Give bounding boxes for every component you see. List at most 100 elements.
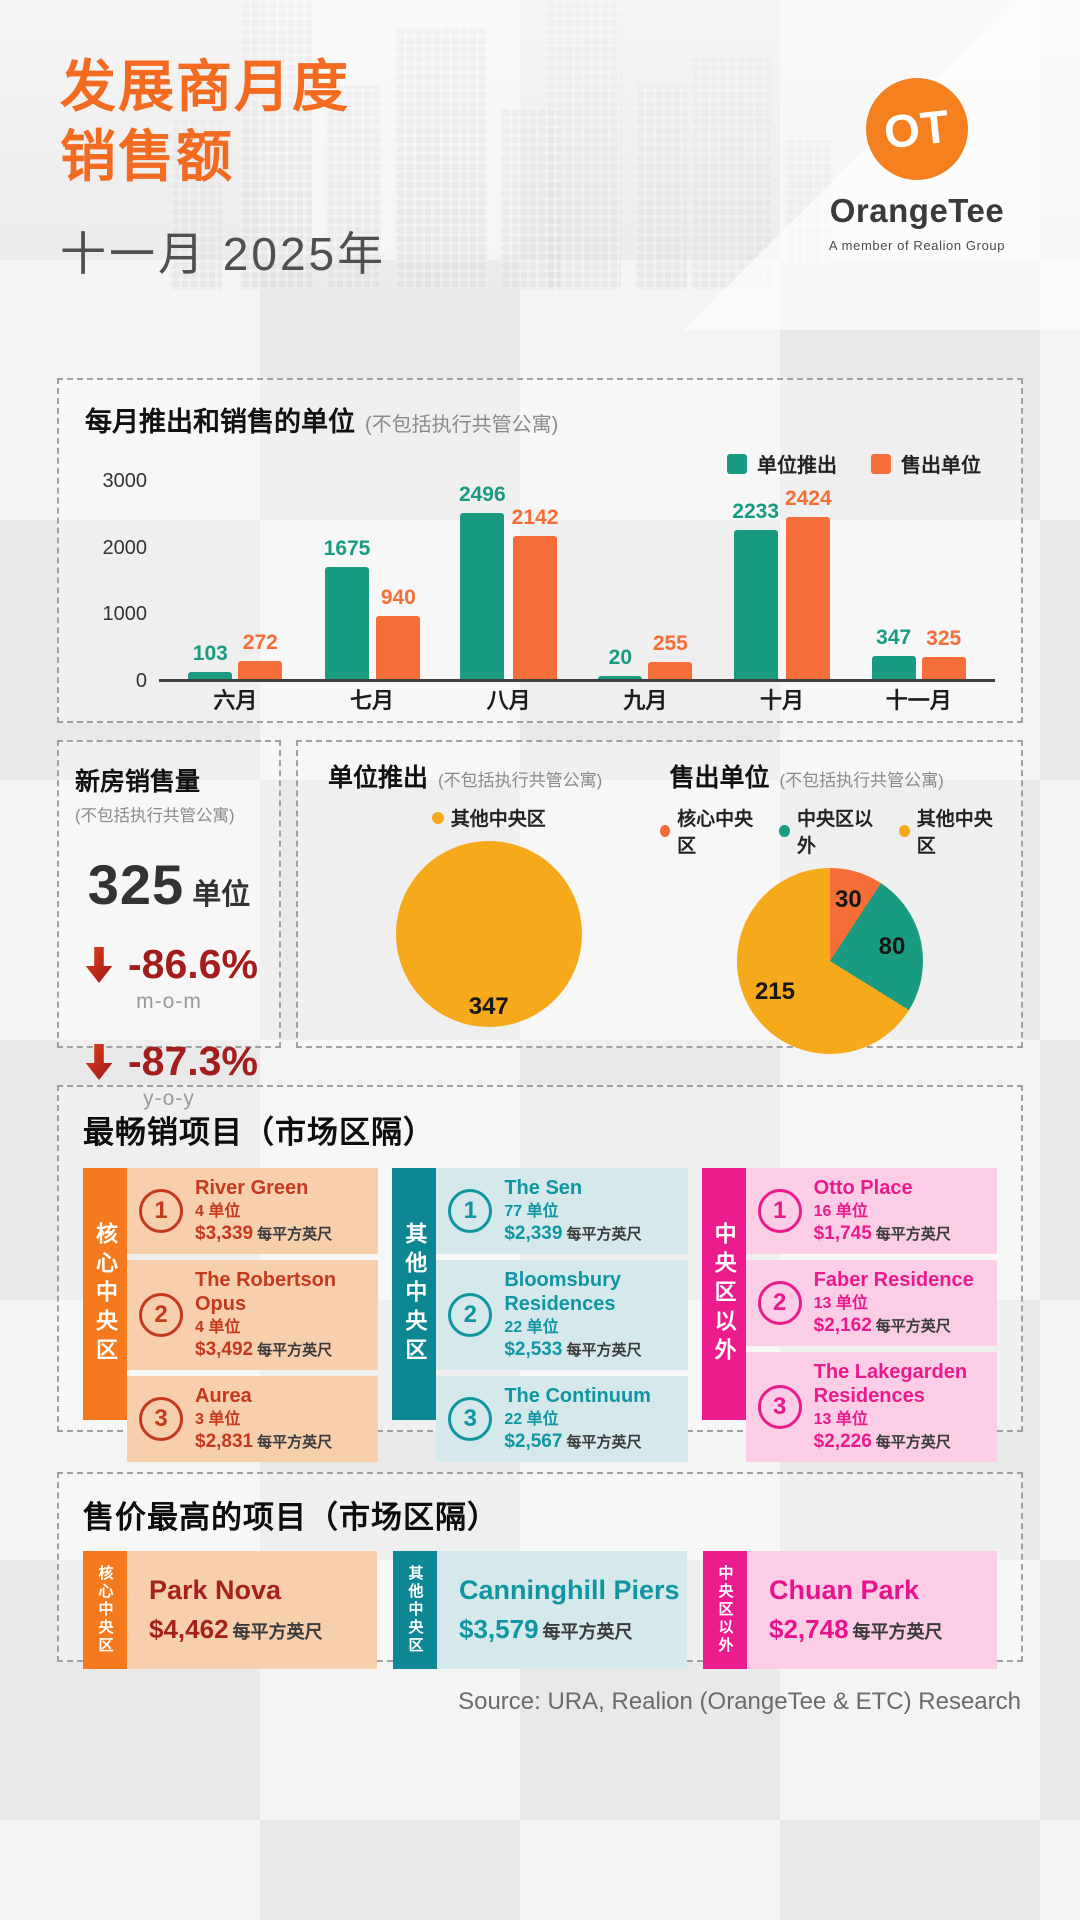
project-units: 22 单位 xyxy=(504,1410,559,1428)
rank-badge: 3 xyxy=(448,1396,493,1441)
top-selling-grid: 核心中央区 1 River Green 4 单位 $3,339 每平方英尺 2 The Rob… xyxy=(83,1168,997,1462)
project-row: 1 The Sen 77 单位 $2,339 每平方英尺 xyxy=(436,1168,688,1254)
logo-monogram: OT xyxy=(881,99,953,159)
segment-column: 其他中央区 1 The Sen 77 单位 $2,339 每平方英尺 2 Bloomsbury… xyxy=(392,1168,688,1462)
segment-label: 中央区以外 xyxy=(703,1551,747,1669)
rank-badge: 2 xyxy=(448,1292,493,1337)
top-selling-projects-section: 最畅销项目（市场区隔） 核心中央区 1 River Green 4 单位 $3,339 每… xyxy=(57,1085,1023,1462)
project-info: The Lakegarden Residences 13 单位 $2,226 每平方英… xyxy=(814,1360,985,1454)
legend-label: 售出单位 xyxy=(901,455,981,477)
project-name: Otto Place xyxy=(813,1177,913,1199)
project-price: $2,567 每平方英尺 xyxy=(504,1431,642,1453)
psf-label: 每平方英尺 xyxy=(257,1434,333,1452)
segment-label: 核心中央区 xyxy=(83,1551,127,1669)
project-price: $3,339 每平方英尺 xyxy=(195,1223,333,1245)
bar xyxy=(648,662,693,679)
bar-group: 103 272 xyxy=(167,631,304,679)
bar xyxy=(325,567,369,679)
bar-group: 1675 940 xyxy=(304,537,441,679)
legend-swatch xyxy=(727,453,747,474)
project-price: $1,745 每平方英尺 xyxy=(813,1223,951,1245)
bar xyxy=(871,655,916,679)
psf-label: 每平方英尺 xyxy=(566,1342,642,1360)
bar-column: 2496 xyxy=(459,483,506,679)
project-info: Bloomsbury Residences 22 单位 $2,533 每平方英尺 xyxy=(504,1268,675,1362)
price-card-body: Park Nova $4,462 每平方英尺 xyxy=(127,1551,377,1669)
price-card-body: Chuan Park $2,748 每平方英尺 xyxy=(747,1551,997,1669)
project-info: The Continuum 22 单位 $2,567 每平方英尺 xyxy=(504,1384,651,1454)
stats-title: 新房销售量 xyxy=(75,768,201,796)
project-name: Chuan Park xyxy=(769,1575,920,1605)
project-row: 1 River Green 4 单位 $3,339 每平方英尺 xyxy=(127,1168,379,1254)
project-price: $2,831 每平方英尺 xyxy=(195,1431,333,1453)
yoy-change: -87.3% xyxy=(75,1038,263,1085)
bar-group: 2233 2424 xyxy=(714,487,851,679)
project-info: The Sen 77 单位 $2,339 每平方英尺 xyxy=(504,1176,641,1246)
segment-column: 核心中央区 1 River Green 4 单位 $3,339 每平方英尺 2 The Rob… xyxy=(83,1168,379,1462)
mom-change-value: -86.6% xyxy=(128,941,258,987)
project-info: Aurea 3 单位 $2,831 每平方英尺 xyxy=(195,1384,332,1454)
bar-section-title: 每月推出和销售的单位 xyxy=(85,407,355,437)
bar xyxy=(238,660,283,679)
pie-circle xyxy=(395,841,582,1027)
bar xyxy=(376,616,421,679)
legend-item: 单位推出 xyxy=(727,449,837,478)
psf-label: 每平方英尺 xyxy=(852,1622,943,1642)
legend-item: 其他中央区 xyxy=(431,804,546,831)
month-label: 十一月 xyxy=(885,688,952,713)
project-units: 4 单位 xyxy=(195,1318,241,1336)
right-pie-title: 售出单位 xyxy=(669,764,770,792)
stats-value-number: 325 xyxy=(87,853,185,916)
legend-item: 核心中央区 xyxy=(659,804,762,858)
project-info: Faber Residence 13 单位 $2,162 每平方英尺 xyxy=(814,1268,974,1338)
project-price: $4,462 每平方英尺 xyxy=(149,1614,323,1644)
psf-label: 每平方英尺 xyxy=(875,1434,951,1452)
legend-label: 中央区以外 xyxy=(796,809,873,857)
yoy-change-label: y-o-y xyxy=(143,1087,195,1110)
page-title-line1: 发展商月度 xyxy=(60,55,350,118)
month-label: 九月 xyxy=(623,688,668,713)
bar-column: 347 xyxy=(871,626,916,679)
segment-rows: 1 The Sen 77 单位 $2,339 每平方英尺 2 Bloomsbury Resi… xyxy=(436,1168,688,1462)
y-axis-tick: 3000 xyxy=(102,470,148,492)
project-name: Park Nova xyxy=(149,1575,282,1605)
units-sold-pie-section: 售出单位 (不包括执行共管公寓) 核心中央区 中央区以外 其他中央区 30 80 215 xyxy=(659,758,1002,1054)
project-info: Otto Place 16 单位 $1,745 每平方英尺 xyxy=(814,1176,951,1246)
psf-label: 每平方英尺 xyxy=(542,1622,633,1642)
project-units: 22 单位 xyxy=(504,1318,559,1336)
bar-value-label: 2496 xyxy=(458,482,506,506)
bar-chart-legend: 单位推出 售出单位 xyxy=(85,449,981,478)
bar-section-note: (不包括执行共管公寓) xyxy=(365,414,559,436)
top-selling-title: 最畅销项目（市场区隔） xyxy=(83,1115,435,1150)
yoy-change-value: -87.3% xyxy=(128,1038,258,1084)
pie-circle xyxy=(737,868,924,1054)
month-label: 七月 xyxy=(350,688,395,713)
bar-group: 20 255 xyxy=(577,632,714,679)
project-row: 2 Bloomsbury Residences 22 单位 $2,533 每平方英尺 xyxy=(436,1259,688,1370)
project-info: The Robertson Opus 4 单位 $3,492 每平方英尺 xyxy=(195,1268,366,1362)
rank-badge: 1 xyxy=(757,1188,802,1233)
project-row: 3 Aurea 3 单位 $2,831 每平方英尺 xyxy=(127,1375,379,1462)
page-subtitle: 十一月 2025年 xyxy=(60,228,387,280)
y-axis-tick: 2000 xyxy=(102,536,148,559)
segment-rows: 1 River Green 4 单位 $3,339 每平方英尺 2 The Robertso… xyxy=(127,1168,379,1462)
mom-change: -86.6% xyxy=(75,941,263,988)
project-price: $2,226 每平方英尺 xyxy=(813,1431,951,1453)
project-price: $3,492 每平方英尺 xyxy=(195,1339,333,1361)
legend-dot xyxy=(899,825,910,837)
project-units: 4 单位 xyxy=(195,1203,241,1220)
legend-label: 其他中央区 xyxy=(916,809,993,857)
units-launched-pie-section: 单位推出 (不包括执行共管公寓) 其他中央区 347 xyxy=(318,758,660,1030)
y-axis-tick: 0 xyxy=(135,670,147,692)
segment-rows: 1 Otto Place 16 单位 $1,745 每平方英尺 2 Faber Reside… xyxy=(745,1168,997,1462)
monthly-units-section: 每月推出和销售的单位 (不包括执行共管公寓) 单位推出 售出单位 103 272 16… xyxy=(57,378,1023,723)
legend-item: 售出单位 xyxy=(871,449,981,478)
orangetee-logo: OT OrangeTee A member of Realion Group xyxy=(812,78,1022,253)
rank-badge: 3 xyxy=(757,1384,802,1429)
project-row: 1 Otto Place 16 单位 $1,745 每平方英尺 xyxy=(745,1168,997,1254)
project-row: 3 The Lakegarden Residences 13 单位 $2,226 每平方… xyxy=(745,1351,997,1462)
segment-label: 核心中央区 xyxy=(83,1168,127,1420)
price-card: 核心中央区 Park Nova $4,462 每平方英尺 xyxy=(83,1551,377,1669)
legend-item: 中央区以外 xyxy=(779,804,881,858)
rank-badge: 1 xyxy=(139,1188,183,1233)
